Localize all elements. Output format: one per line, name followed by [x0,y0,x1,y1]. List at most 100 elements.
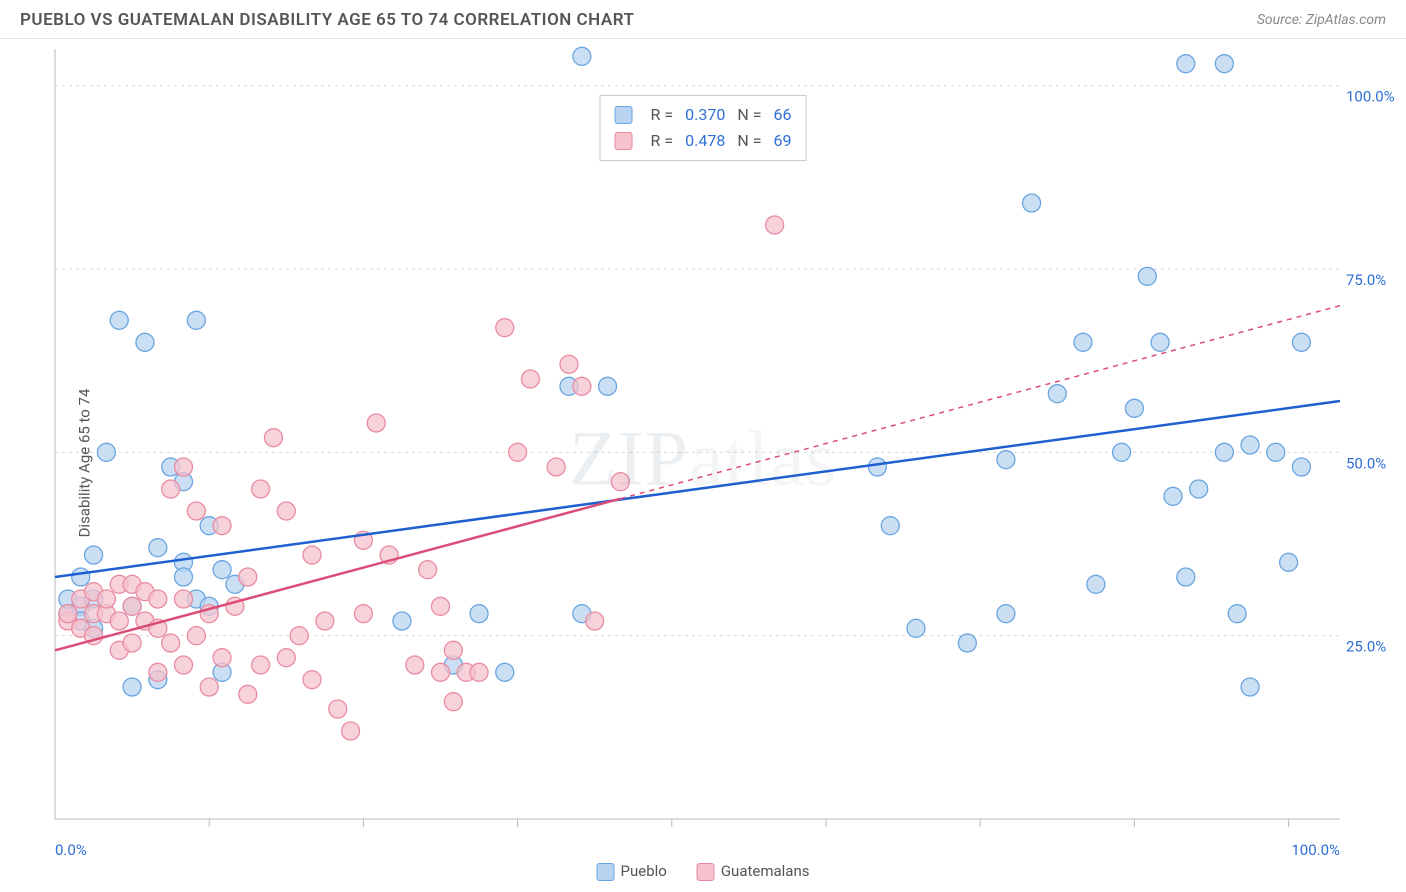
legend-label: Pueblo [621,862,667,880]
data-point [85,546,103,564]
legend-n-value: 66 [773,102,791,128]
data-point [149,590,167,608]
data-point [264,429,282,447]
data-point [997,451,1015,469]
data-point [110,311,128,329]
data-point [187,311,205,329]
page-title: PUEBLO VS GUATEMALAN DISABILITY AGE 65 T… [20,10,634,30]
data-point [213,649,231,667]
data-point [175,568,193,586]
data-point [277,502,295,520]
legend-label: Guatemalans [721,862,810,880]
data-point [1087,575,1105,593]
data-point [187,502,205,520]
data-point [316,612,334,630]
legend-n-label: N = [737,102,761,128]
data-point [149,663,167,681]
legend-r-value: 0.478 [685,128,725,154]
data-point [200,678,218,696]
data-point [97,443,115,461]
data-point [59,605,77,623]
data-point [213,561,231,579]
data-point [432,663,450,681]
data-point [175,458,193,476]
data-point [123,634,141,652]
data-point [444,693,462,711]
data-point [1215,443,1233,461]
legend-stat-row: R = 0.478 N = 69 [615,128,792,154]
data-point [1164,487,1182,505]
data-point [72,568,90,586]
data-point [1280,553,1298,571]
data-point [1074,333,1092,351]
data-point [1215,55,1233,73]
legend-swatch [597,863,615,881]
data-point [367,414,385,432]
data-point [560,355,578,373]
data-point [303,671,321,689]
y-tick-label: 75.0% [1346,271,1386,289]
data-point [149,539,167,557]
data-point [342,722,360,740]
data-point [573,377,591,395]
data-point [907,619,925,637]
legend-item: Guatemalans [697,862,810,881]
data-point [123,597,141,615]
legend-r-label: R = [651,102,674,128]
data-point [354,605,372,623]
data-point [470,605,488,623]
data-point [1177,568,1195,586]
legend-n-label: N = [737,128,761,154]
data-point [252,656,270,674]
legend-stat-row: R =0.370N =66 [615,102,792,128]
data-point [766,216,784,234]
y-axis-label: Disability Age 65 to 74 [75,389,93,538]
data-point [419,561,437,579]
data-point [1177,55,1195,73]
data-point [97,590,115,608]
data-point [110,612,128,630]
data-point [239,568,257,586]
data-point [496,663,514,681]
legend-r-label: R = [651,128,674,154]
y-tick-label: 50.0% [1346,454,1386,472]
data-point [162,634,180,652]
data-point [599,377,617,395]
data-point [187,627,205,645]
data-point [881,517,899,535]
data-point [1023,194,1041,212]
data-point [1138,267,1156,285]
scatter-chart: 25.0%50.0%75.0%100.0%0.0%100.0% [0,39,1406,887]
data-point [303,546,321,564]
data-point [573,47,591,65]
legend-swatch [697,863,715,881]
data-point [175,590,193,608]
data-point [1113,443,1131,461]
data-point [1125,399,1143,417]
data-point [1241,436,1259,454]
data-point [239,685,257,703]
data-point [509,443,527,461]
data-point [470,663,488,681]
data-point [213,517,231,535]
data-point [997,605,1015,623]
legend-item: Pueblo [597,862,667,881]
data-point [1292,333,1310,351]
data-point [547,458,565,476]
data-point [1241,678,1259,696]
chart-area: Disability Age 65 to 74 ZIPatlas 25.0%50… [0,39,1406,887]
y-tick-label: 25.0% [1346,638,1386,656]
legend-n-value: 69 [773,128,791,154]
data-point [611,473,629,491]
data-point [1190,480,1208,498]
data-point [1267,443,1285,461]
data-point [290,627,308,645]
data-point [868,458,886,476]
x-axis-min-label: 0.0% [55,841,87,859]
legend-swatch [615,132,633,150]
series-legend: Pueblo Guatemalans [597,862,810,881]
data-point [432,597,450,615]
source-attribution: Source: ZipAtlas.com [1257,12,1386,28]
y-tick-label: 100.0% [1346,88,1395,106]
data-point [1228,605,1246,623]
